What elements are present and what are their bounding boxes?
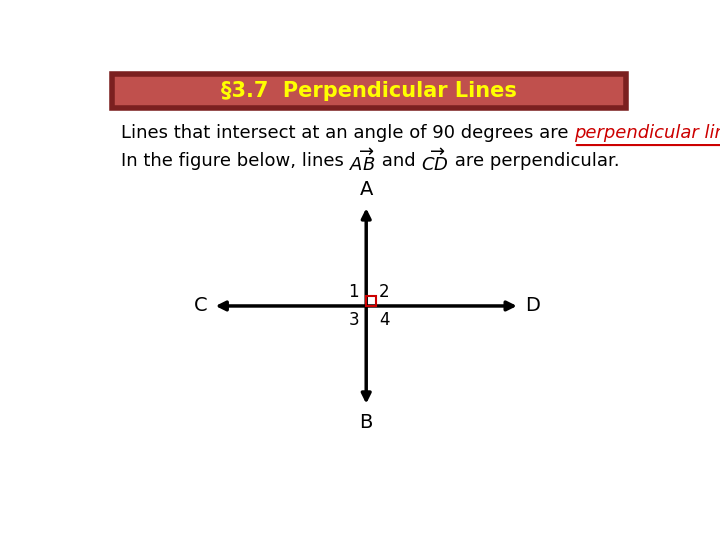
Text: are perpendicular.: are perpendicular. bbox=[449, 152, 619, 170]
Text: In the figure below, lines: In the figure below, lines bbox=[121, 152, 349, 170]
Text: §3.7  Perpendicular Lines: §3.7 Perpendicular Lines bbox=[221, 81, 517, 101]
Text: D: D bbox=[526, 296, 540, 315]
Text: 4: 4 bbox=[379, 311, 390, 329]
Text: 3: 3 bbox=[348, 311, 359, 329]
Text: B: B bbox=[359, 413, 373, 432]
Text: A: A bbox=[359, 180, 373, 199]
Text: Lines that intersect at an angle of 90 degrees are: Lines that intersect at an angle of 90 d… bbox=[121, 124, 574, 143]
Text: $\overrightarrow{AB}$: $\overrightarrow{AB}$ bbox=[349, 148, 376, 175]
Text: C: C bbox=[194, 296, 207, 315]
Text: 1: 1 bbox=[348, 283, 359, 301]
Text: perpendicular lines: perpendicular lines bbox=[574, 124, 720, 143]
Text: 2: 2 bbox=[379, 283, 390, 301]
Bar bbox=[366, 296, 377, 306]
Text: $\overrightarrow{CD}$: $\overrightarrow{CD}$ bbox=[421, 148, 449, 175]
FancyBboxPatch shape bbox=[112, 74, 626, 109]
Text: and: and bbox=[376, 152, 421, 170]
